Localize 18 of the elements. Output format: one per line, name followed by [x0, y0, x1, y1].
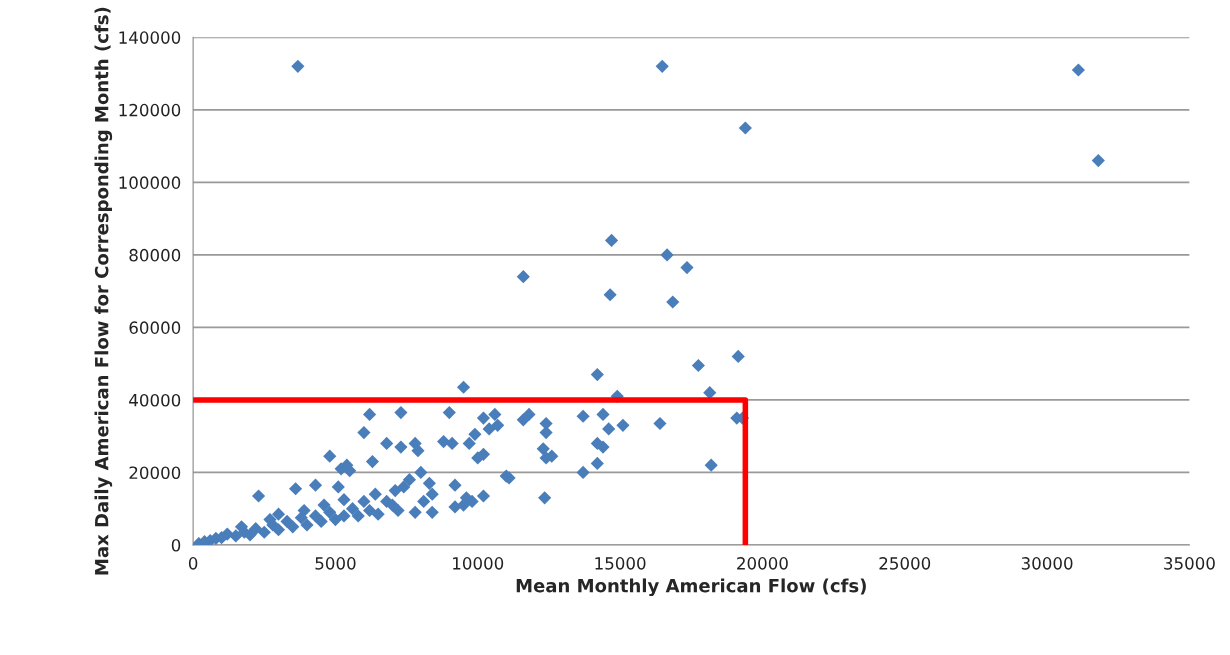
x-tick-label: 25000 — [879, 557, 931, 570]
x-tick-label: 5000 — [315, 557, 356, 570]
x-tick-label: 0 — [188, 557, 198, 570]
y-tick-label: 100000 — [119, 176, 181, 189]
y-tick-label: 40000 — [129, 393, 181, 407]
y-tick-label: 0 — [171, 538, 181, 552]
y-tick-label: 140000 — [119, 31, 181, 44]
y-tick-label: 20000 — [129, 466, 181, 480]
x-tick-label: 10000 — [453, 557, 504, 570]
x-tick-label: 20000 — [737, 557, 788, 570]
x-tick-label: 35000 — [1164, 557, 1215, 570]
x-axis-title: Mean Monthly American Flow (cfs) — [516, 578, 866, 597]
y-tick-label: 60000 — [129, 321, 181, 334]
x-tick-label: 30000 — [1021, 557, 1073, 570]
y-tick-label: 120000 — [119, 103, 181, 117]
y-axis-title: Max Daily American Flow for Corresponding Month (cfs) — [94, 7, 113, 575]
x-tick-label: 15000 — [595, 557, 646, 570]
y-tick-label: 80000 — [129, 248, 181, 262]
